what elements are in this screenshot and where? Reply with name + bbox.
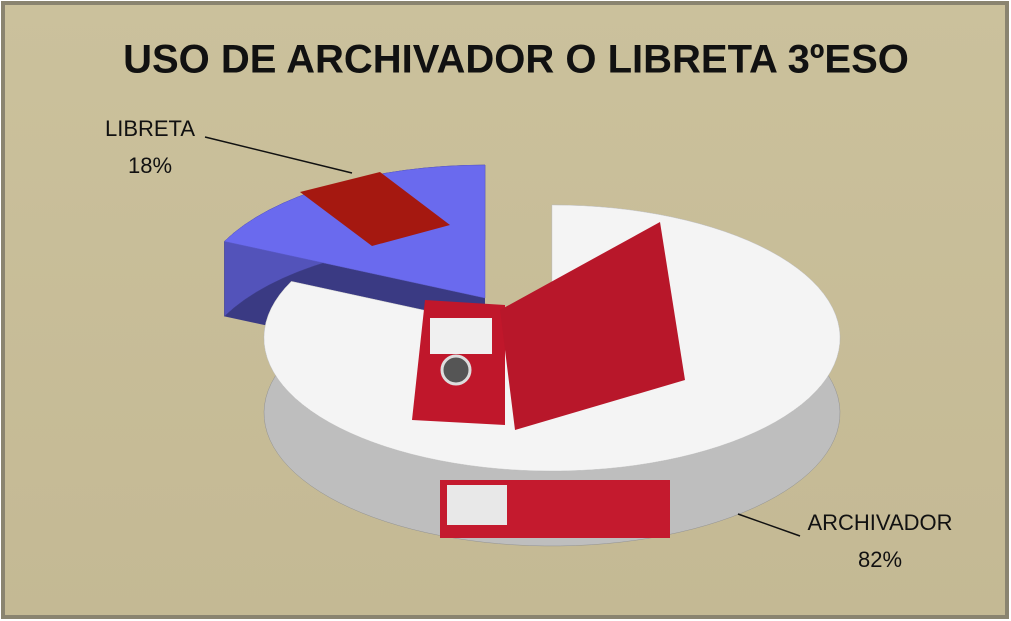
data-label-name: LIBRETA — [105, 116, 195, 141]
data-label-value: 18% — [128, 153, 172, 178]
chart-title: USO DE ARCHIVADOR O LIBRETA 3ºESO — [123, 38, 909, 82]
data-label-value: 82% — [858, 547, 902, 572]
folder-label-image — [430, 318, 492, 354]
data-label-name: ARCHIVADOR — [807, 510, 952, 535]
folder-ring-image — [442, 356, 470, 384]
folder-spine-label-image — [447, 485, 507, 525]
page: USO DE ARCHIVADOR O LIBRETA 3ºESO LIBRET… — [0, 0, 1011, 621]
chart: USO DE ARCHIVADOR O LIBRETA 3ºESO LIBRET… — [0, 0, 1011, 621]
